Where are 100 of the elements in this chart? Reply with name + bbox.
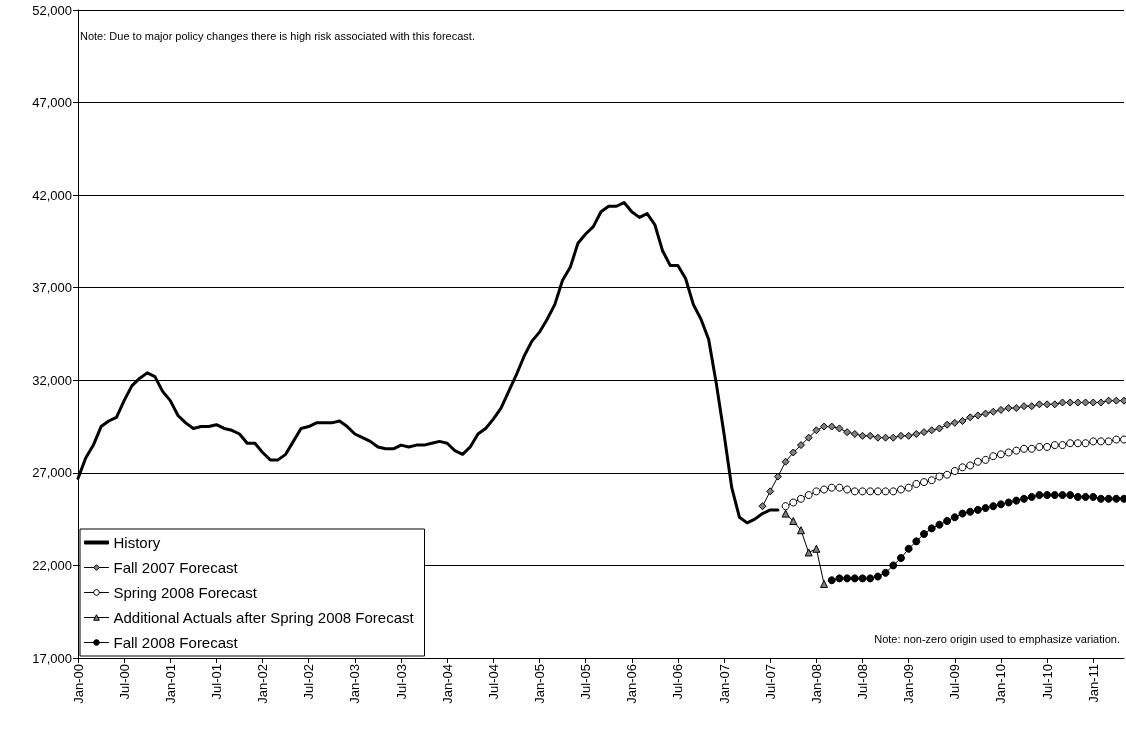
point xyxy=(820,422,829,431)
point xyxy=(1035,400,1044,409)
point xyxy=(943,470,952,479)
x-tick-label: Jan-05 xyxy=(531,664,547,704)
point xyxy=(904,544,913,553)
point xyxy=(827,483,836,492)
x-tick-label: Jan-08 xyxy=(808,664,824,704)
point xyxy=(1058,398,1067,407)
y-tick-label: 22,000 xyxy=(32,557,72,573)
point xyxy=(950,418,959,427)
y-tick-label: 17,000 xyxy=(32,650,72,666)
point xyxy=(935,520,944,529)
point xyxy=(1020,402,1029,411)
point xyxy=(850,487,859,496)
point xyxy=(804,491,813,500)
x-tick-label: Jul-06 xyxy=(670,664,686,700)
point xyxy=(889,433,898,442)
point xyxy=(989,502,998,511)
point xyxy=(935,424,944,433)
point xyxy=(1066,398,1075,407)
point xyxy=(1073,492,1082,501)
point xyxy=(943,420,952,429)
point xyxy=(989,452,998,461)
point xyxy=(812,426,821,435)
point xyxy=(1066,491,1075,500)
point xyxy=(1089,398,1098,407)
point xyxy=(1104,494,1113,503)
annotation: Note: Due to major policy changes there is high risk associated with this forecast. xyxy=(80,29,475,42)
point xyxy=(912,537,921,546)
point xyxy=(843,574,852,583)
point xyxy=(996,450,1005,459)
point xyxy=(796,441,805,450)
point xyxy=(958,509,967,518)
point xyxy=(981,455,990,464)
x-tick-label: Jan-01 xyxy=(162,664,178,704)
legend-label: History xyxy=(113,534,161,551)
point xyxy=(827,576,836,585)
x-tick-label: Jan-04 xyxy=(439,664,455,704)
point xyxy=(927,524,936,533)
point xyxy=(804,433,813,442)
point xyxy=(804,548,813,557)
point xyxy=(896,431,905,440)
point xyxy=(912,479,921,488)
point xyxy=(981,504,990,513)
point xyxy=(904,483,913,492)
x-tick-label: Jan-07 xyxy=(716,664,732,704)
point xyxy=(758,502,767,511)
point xyxy=(827,422,836,431)
y-tick-label: 37,000 xyxy=(32,280,72,296)
y-tick-label: 27,000 xyxy=(32,465,72,481)
point xyxy=(920,478,929,487)
point xyxy=(1027,492,1036,501)
x-tick-label: Jan-06 xyxy=(624,664,640,704)
point xyxy=(996,405,1005,414)
point xyxy=(835,574,844,583)
point xyxy=(1050,400,1059,409)
x-tick-label: Jul-03 xyxy=(393,664,409,700)
point xyxy=(866,431,875,440)
point xyxy=(1043,491,1052,500)
point xyxy=(1081,398,1090,407)
legend-label: Additional Actuals after Spring 2008 Forecast xyxy=(113,609,415,626)
point xyxy=(1050,441,1059,450)
point xyxy=(789,448,798,457)
point xyxy=(1112,435,1121,444)
point xyxy=(1096,437,1105,446)
point xyxy=(1020,494,1029,503)
legend-label: Fall 2007 Forecast xyxy=(113,559,239,576)
x-tick-label: Jan-09 xyxy=(901,664,917,704)
x-tick-label: Jul-05 xyxy=(578,664,594,700)
point xyxy=(843,485,852,494)
point xyxy=(935,472,944,481)
legend-label: Spring 2008 Forecast xyxy=(113,584,258,601)
point xyxy=(881,487,890,496)
point xyxy=(1089,492,1098,501)
x-tick-label: Jul-10 xyxy=(1039,664,1055,700)
point xyxy=(927,426,936,435)
point xyxy=(1043,442,1052,451)
point xyxy=(881,433,890,442)
point xyxy=(812,487,821,496)
y-tick-label: 52,000 xyxy=(32,2,72,18)
point xyxy=(1096,494,1105,503)
point xyxy=(835,483,844,492)
point xyxy=(789,498,798,507)
point xyxy=(973,505,982,514)
point xyxy=(873,487,882,496)
point xyxy=(843,428,852,437)
x-tick-label: Jul-00 xyxy=(116,664,132,700)
point xyxy=(981,409,990,418)
point xyxy=(1104,437,1113,446)
point xyxy=(1058,441,1067,450)
point xyxy=(781,457,790,466)
point xyxy=(1050,491,1059,500)
point xyxy=(820,579,829,588)
x-tick-label: Jul-09 xyxy=(947,664,963,700)
point xyxy=(835,424,844,433)
point xyxy=(1112,494,1121,503)
point xyxy=(1058,491,1067,500)
point xyxy=(873,572,882,581)
point xyxy=(1104,396,1113,405)
point xyxy=(1073,439,1082,448)
